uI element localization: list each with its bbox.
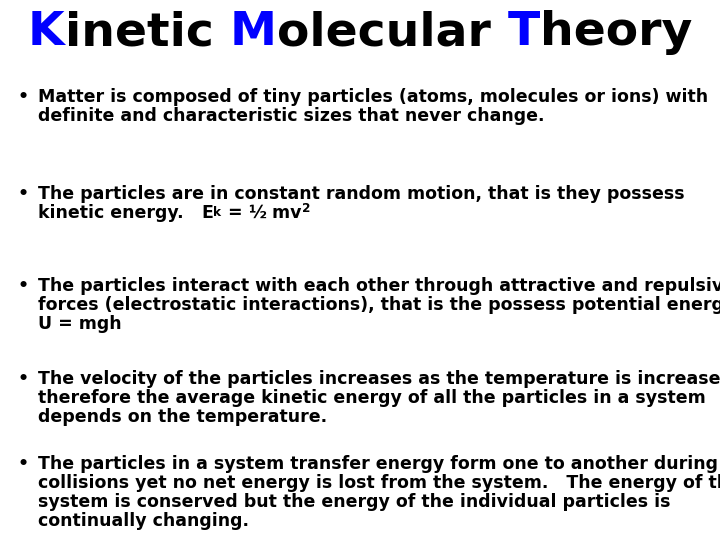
Text: therefore the average kinetic energy of all the particles in a system: therefore the average kinetic energy of … (38, 389, 706, 407)
Text: K: K (28, 10, 65, 55)
Text: definite and characteristic sizes that never change.: definite and characteristic sizes that n… (38, 107, 544, 125)
Text: k: k (214, 206, 222, 219)
Text: 2: 2 (302, 201, 310, 214)
Text: forces (electrostatic interactions), that is the possess potential energy.: forces (electrostatic interactions), tha… (38, 296, 720, 314)
Text: olecular: olecular (277, 10, 508, 55)
Text: system is conserved but the energy of the individual particles is: system is conserved but the energy of th… (38, 493, 670, 511)
Text: kinetic energy.: kinetic energy. (38, 204, 202, 222)
Text: mv: mv (266, 204, 302, 222)
Text: The particles in a system transfer energy form one to another during: The particles in a system transfer energ… (38, 455, 718, 473)
Text: U = mgh: U = mgh (38, 315, 122, 333)
Text: inetic: inetic (65, 10, 230, 55)
Text: •: • (18, 88, 29, 106)
Text: •: • (18, 455, 29, 473)
Text: •: • (18, 277, 29, 295)
Text: collisions yet no net energy is lost from the system.   The energy of the: collisions yet no net energy is lost fro… (38, 474, 720, 492)
Text: •: • (18, 185, 29, 203)
Text: The velocity of the particles increases as the temperature is increased: The velocity of the particles increases … (38, 370, 720, 388)
Text: E: E (202, 204, 214, 222)
Text: ½: ½ (248, 204, 266, 222)
Text: T: T (508, 10, 540, 55)
Text: =: = (222, 204, 248, 222)
Text: The particles are in constant random motion, that is they possess: The particles are in constant random mot… (38, 185, 685, 203)
Text: The particles interact with each other through attractive and repulsive: The particles interact with each other t… (38, 277, 720, 295)
Text: •: • (18, 370, 29, 388)
Text: heory: heory (540, 10, 692, 55)
Text: M: M (230, 10, 277, 55)
Text: depends on the temperature.: depends on the temperature. (38, 408, 327, 426)
Text: Matter is composed of tiny particles (atoms, molecules or ions) with: Matter is composed of tiny particles (at… (38, 88, 708, 106)
Text: continually changing.: continually changing. (38, 512, 249, 530)
